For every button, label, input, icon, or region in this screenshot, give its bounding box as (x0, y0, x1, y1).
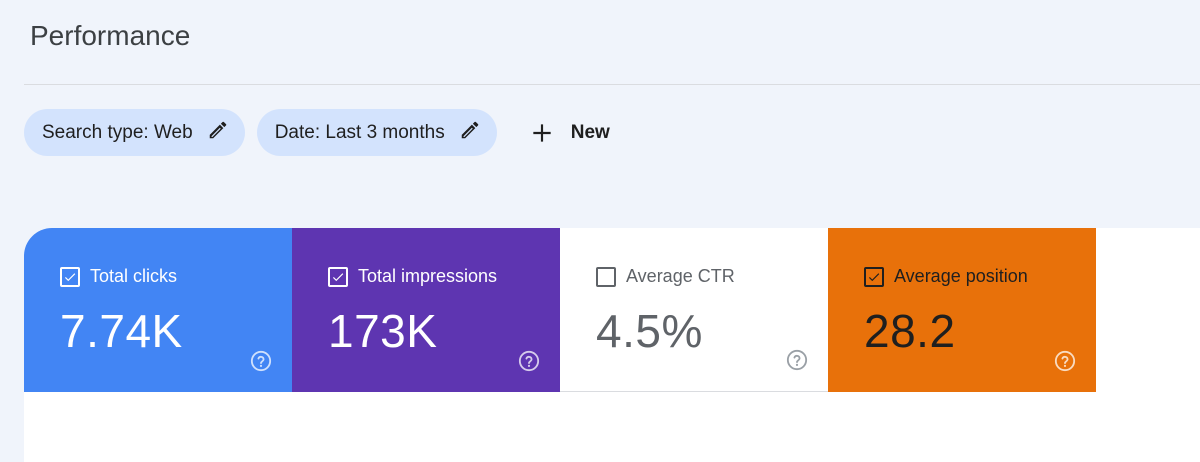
average-position-label: Average position (894, 266, 1028, 286)
total-impressions-label: Total impressions (358, 266, 498, 286)
total-impressions-value: 173K (328, 305, 438, 357)
help-icon[interactable] (1054, 350, 1076, 372)
metrics-panel: Total clicks 7.74K Total impressions 173… (24, 228, 1200, 462)
total-clicks-checkbox[interactable] (60, 266, 80, 287)
header-divider (24, 84, 1200, 85)
plus-icon (533, 123, 551, 142)
metric-cards: Total clicks 7.74K Total impressions 173… (24, 228, 1200, 392)
date-filter-label: Date: Last 3 months (274, 121, 445, 143)
edit-pencil-icon[interactable] (459, 119, 481, 147)
total-impressions-checkbox[interactable] (328, 266, 348, 287)
new-filter-button[interactable]: New (513, 109, 624, 156)
edit-pencil-icon[interactable] (207, 119, 229, 147)
average-ctr-value: 4.5% (596, 305, 703, 357)
total-clicks-card[interactable]: Total clicks 7.74K (24, 228, 292, 392)
average-position-header: Average position (864, 266, 1028, 287)
average-ctr-checkbox[interactable] (596, 266, 616, 287)
total-clicks-label: Total clicks (90, 266, 178, 286)
total-clicks-header: Total clicks (60, 266, 177, 287)
average-position-value: 28.2 (864, 305, 956, 357)
filter-bar: Search type: Web Date: Last 3 months New (24, 109, 624, 156)
average-position-checkbox[interactable] (864, 266, 884, 287)
help-icon[interactable] (250, 350, 272, 372)
help-icon[interactable] (786, 349, 808, 371)
check-icon (868, 272, 880, 281)
average-ctr-label: Average CTR (626, 266, 735, 286)
average-ctr-header: Average CTR (596, 266, 735, 287)
date-filter-chip[interactable]: Date: Last 3 months (256, 109, 497, 156)
total-clicks-value: 7.74K (60, 305, 183, 357)
check-icon (64, 272, 76, 281)
help-icon[interactable] (518, 350, 540, 372)
search-type-filter-chip[interactable]: Search type: Web (24, 109, 245, 156)
total-impressions-card[interactable]: Total impressions 173K (292, 228, 560, 392)
average-position-card[interactable]: Average position 28.2 (828, 228, 1096, 392)
search-type-filter-label: Search type: Web (42, 121, 193, 143)
new-filter-label: New (570, 121, 610, 143)
page-title: Performance (30, 20, 191, 51)
check-icon (332, 272, 344, 281)
total-impressions-header: Total impressions (328, 266, 497, 287)
average-ctr-card[interactable]: Average CTR 4.5% (560, 228, 828, 392)
